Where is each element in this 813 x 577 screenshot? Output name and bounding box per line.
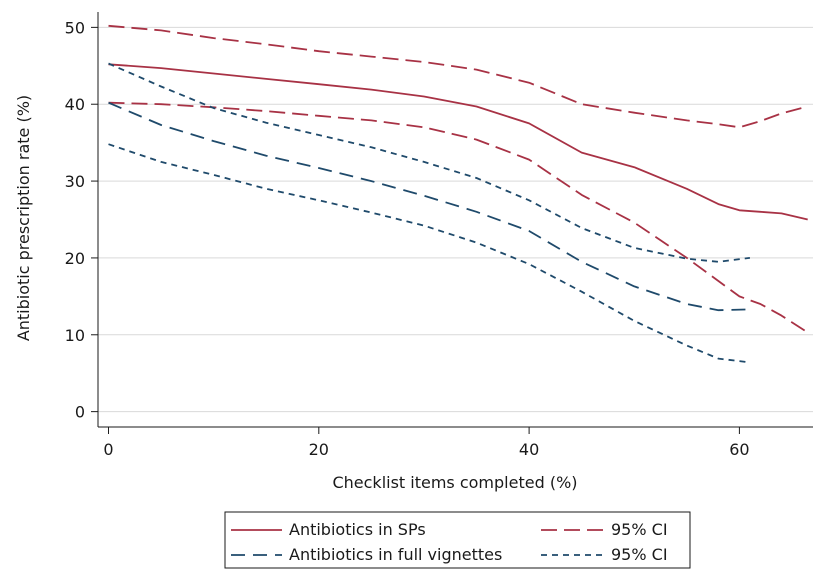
series-line-3 [108, 101, 750, 312]
y-tick-label-20: 20 [65, 249, 85, 268]
legend-box [224, 511, 691, 569]
y-axis-title: Antibiotic prescription rate (%) [14, 95, 33, 341]
series-line-1 [108, 24, 808, 129]
axes [91, 12, 813, 434]
x-axis-title: Checklist items completed (%) [332, 473, 577, 492]
legend-label-3: 95% CI [611, 545, 668, 564]
x-tick-label-0: 0 [103, 440, 113, 459]
series-line-5 [108, 143, 751, 364]
series-line-4 [108, 62, 751, 263]
y-tick-label-0: 0 [75, 403, 85, 422]
series-line-0 [108, 63, 808, 221]
x-tick-label-20: 20 [309, 440, 329, 459]
y-tick-label-30: 30 [65, 172, 85, 191]
legend: Antibiotics in SPs 95% CI Antibiotics in f… [224, 511, 691, 569]
y-tick-label-40: 40 [65, 95, 85, 114]
x-tick-label-40: 40 [519, 440, 539, 459]
gridlines [98, 26, 813, 413]
series-lines [108, 24, 809, 364]
tick-labels: 0 10 20 30 40 50 0 20 40 60 [65, 18, 750, 459]
legend-label-0: Antibiotics in SPs [289, 520, 426, 539]
legend-label-1: 95% CI [611, 520, 668, 539]
x-tick-label-60: 60 [729, 440, 749, 459]
series-line-2 [108, 101, 809, 334]
legend-label-2: Antibiotics in full vignettes [289, 545, 502, 564]
y-tick-label-50: 50 [65, 18, 85, 37]
y-tick-label-10: 10 [65, 326, 85, 345]
